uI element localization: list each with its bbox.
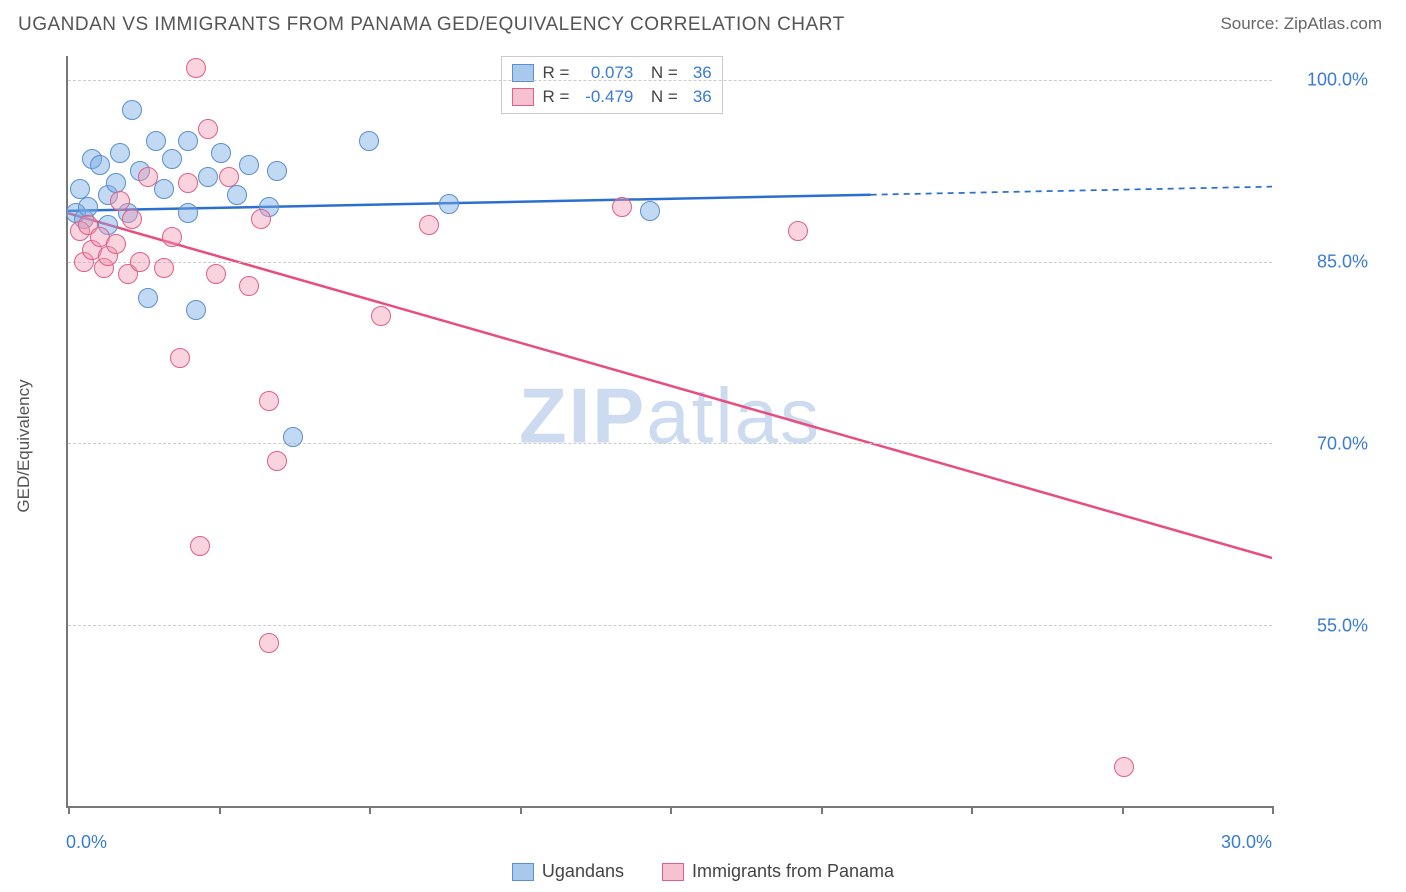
header: UGANDAN VS IMMIGRANTS FROM PANAMA GED/EQ… xyxy=(0,0,1406,36)
scatter-point xyxy=(186,300,206,320)
scatter-point xyxy=(122,209,142,229)
scatter-point xyxy=(162,149,182,169)
x-tick xyxy=(369,806,371,814)
scatter-point xyxy=(90,155,110,175)
scatter-point xyxy=(178,173,198,193)
y-axis-label: GED/Equivalency xyxy=(14,379,34,512)
legend-item-2: Immigrants from Panama xyxy=(662,861,894,882)
scatter-point xyxy=(219,167,239,187)
gridline xyxy=(68,80,1272,81)
x-tick xyxy=(971,806,973,814)
chart-area: GED/Equivalency ZIPatlas R = 0.073 N = 3… xyxy=(30,56,1382,836)
chart-title: UGANDAN VS IMMIGRANTS FROM PANAMA GED/EQ… xyxy=(18,14,845,36)
scatter-point xyxy=(251,209,271,229)
legend-label-2: Immigrants from Panama xyxy=(692,861,894,882)
stats-legend-box: R = 0.073 N = 36 R = -0.479 N = 36 xyxy=(501,56,722,114)
scatter-point xyxy=(259,391,279,411)
scatter-point xyxy=(612,197,632,217)
gridline xyxy=(68,262,1272,263)
scatter-point xyxy=(1114,757,1134,777)
scatter-point xyxy=(178,203,198,223)
x-tick xyxy=(821,806,823,814)
legend-swatch-1 xyxy=(512,863,534,881)
plot-area: ZIPatlas R = 0.073 N = 36 R = -0.479 N =… xyxy=(66,56,1272,808)
r-label-2: R = xyxy=(542,87,569,107)
swatch-series-2 xyxy=(512,88,534,106)
x-tick-label: 30.0% xyxy=(1221,832,1272,853)
n-label-2: N = xyxy=(641,87,677,107)
x-tick xyxy=(670,806,672,814)
scatter-point xyxy=(439,194,459,214)
scatter-point xyxy=(239,276,259,296)
scatter-point xyxy=(419,215,439,235)
scatter-point xyxy=(122,100,142,120)
scatter-point xyxy=(78,197,98,217)
scatter-point xyxy=(190,536,210,556)
y-tick-label: 55.0% xyxy=(1317,616,1368,637)
scatter-point xyxy=(371,306,391,326)
n-value-2: 36 xyxy=(686,87,712,107)
legend-item-1: Ugandans xyxy=(512,861,624,882)
scatter-point xyxy=(110,143,130,163)
chart-container: UGANDAN VS IMMIGRANTS FROM PANAMA GED/EQ… xyxy=(0,0,1406,892)
x-tick xyxy=(1122,806,1124,814)
scatter-point xyxy=(138,167,158,187)
scatter-point xyxy=(788,221,808,241)
gridline xyxy=(68,443,1272,444)
watermark-suffix: atlas xyxy=(646,372,821,460)
scatter-point xyxy=(267,451,287,471)
watermark-prefix: ZIP xyxy=(519,372,646,460)
scatter-point xyxy=(130,252,150,272)
scatter-point xyxy=(198,119,218,139)
watermark: ZIPatlas xyxy=(519,371,821,462)
scatter-point xyxy=(239,155,259,175)
scatter-point xyxy=(206,264,226,284)
scatter-point xyxy=(162,227,182,247)
x-tick xyxy=(520,806,522,814)
scatter-point xyxy=(146,131,166,151)
x-tick xyxy=(1272,806,1274,814)
scatter-point xyxy=(259,633,279,653)
scatter-point xyxy=(267,161,287,181)
scatter-point xyxy=(154,179,174,199)
x-tick xyxy=(219,806,221,814)
scatter-point xyxy=(170,348,190,368)
scatter-point xyxy=(283,427,303,447)
y-tick-label: 100.0% xyxy=(1307,70,1368,91)
scatter-point xyxy=(640,201,660,221)
legend-label-1: Ugandans xyxy=(542,861,624,882)
scatter-point xyxy=(227,185,247,205)
scatter-point xyxy=(186,58,206,78)
y-tick-label: 70.0% xyxy=(1317,434,1368,455)
y-tick-label: 85.0% xyxy=(1317,252,1368,273)
x-tick xyxy=(68,806,70,814)
scatter-point xyxy=(154,258,174,278)
scatter-point xyxy=(211,143,231,163)
scatter-point xyxy=(110,191,130,211)
stats-row-1: R = 0.073 N = 36 xyxy=(512,61,711,85)
legend-bottom: Ugandans Immigrants from Panama xyxy=(0,861,1406,882)
source-label: Source: ZipAtlas.com xyxy=(1220,14,1382,34)
scatter-point xyxy=(106,173,126,193)
x-tick-label: 0.0% xyxy=(66,832,107,853)
scatter-point xyxy=(178,131,198,151)
legend-swatch-2 xyxy=(662,863,684,881)
scatter-point xyxy=(138,288,158,308)
scatter-point xyxy=(70,179,90,199)
scatter-point xyxy=(359,131,379,151)
gridline xyxy=(68,625,1272,626)
stats-row-2: R = -0.479 N = 36 xyxy=(512,85,711,109)
scatter-point xyxy=(106,234,126,254)
scatter-point xyxy=(198,167,218,187)
r-value-2: -0.479 xyxy=(577,87,633,107)
